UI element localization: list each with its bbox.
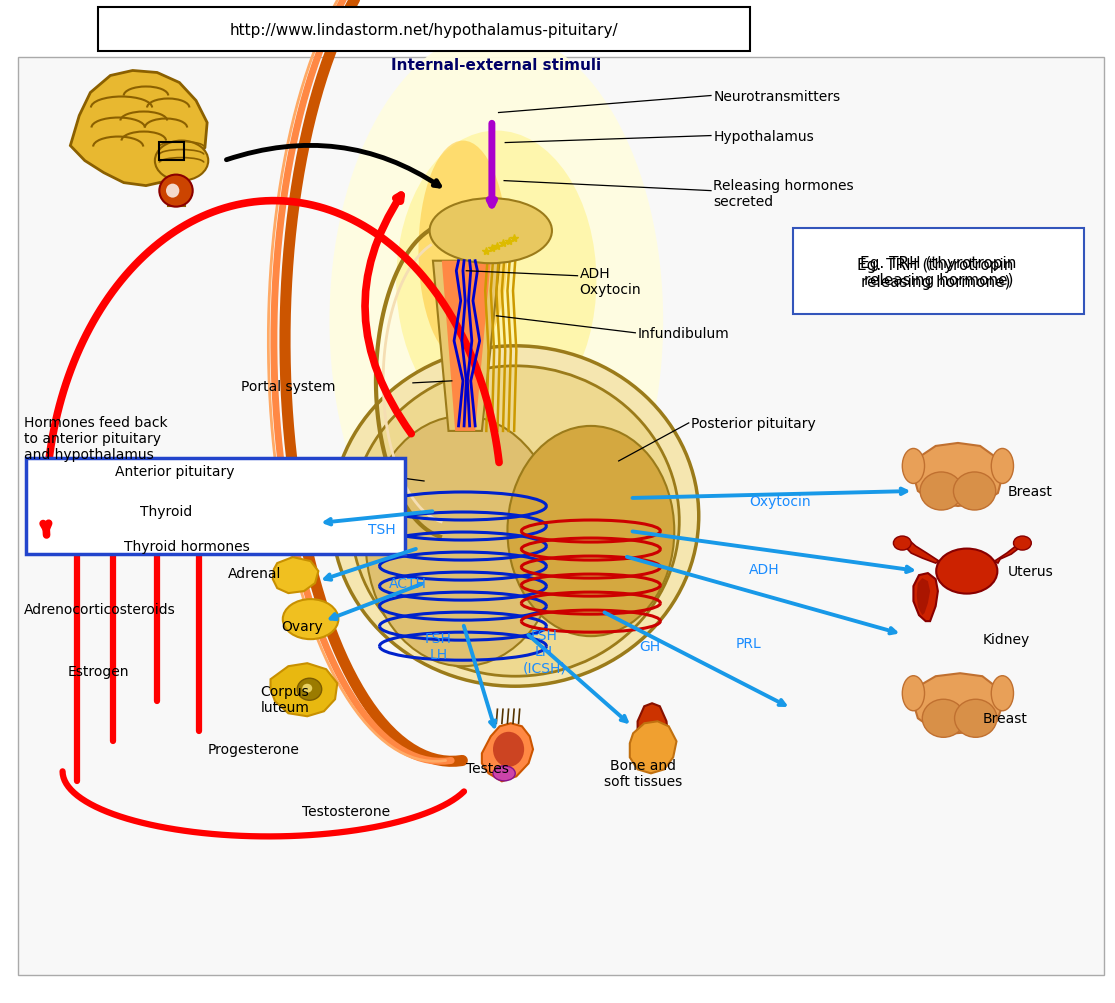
Polygon shape: [913, 443, 1002, 507]
Text: Adrenocorticosteroids: Adrenocorticosteroids: [23, 603, 175, 617]
Ellipse shape: [418, 141, 507, 361]
Ellipse shape: [954, 699, 997, 737]
Ellipse shape: [922, 699, 964, 737]
Text: Releasing hormones
secreted: Releasing hormones secreted: [714, 179, 854, 209]
Text: Infundibulum: Infundibulum: [638, 326, 729, 340]
Text: FSH
LH: FSH LH: [425, 632, 452, 662]
Ellipse shape: [351, 366, 679, 677]
Ellipse shape: [298, 679, 322, 700]
Text: GH: GH: [639, 640, 660, 654]
Polygon shape: [271, 664, 337, 716]
Ellipse shape: [493, 766, 515, 781]
Polygon shape: [213, 497, 246, 533]
Ellipse shape: [155, 141, 209, 182]
Ellipse shape: [953, 472, 996, 511]
Text: Eg. TRH (thyrotropin
releasing hormone): Eg. TRH (thyrotropin releasing hormone): [861, 256, 1017, 288]
Polygon shape: [904, 540, 939, 564]
Polygon shape: [168, 182, 185, 207]
Ellipse shape: [493, 732, 524, 767]
Text: Internal-external stimuli: Internal-external stimuli: [391, 58, 601, 73]
Polygon shape: [442, 262, 491, 431]
Ellipse shape: [902, 449, 924, 484]
Text: http://www.lindastorm.net/hypothalamus-pituitary/: http://www.lindastorm.net/hypothalamus-p…: [230, 23, 619, 38]
Ellipse shape: [507, 426, 675, 637]
Polygon shape: [433, 262, 500, 431]
Ellipse shape: [1014, 537, 1031, 551]
Polygon shape: [917, 579, 930, 616]
Text: ADH: ADH: [749, 563, 779, 577]
Text: Neurotransmitters: Neurotransmitters: [714, 89, 841, 103]
Ellipse shape: [366, 416, 560, 667]
Text: Estrogen: Estrogen: [68, 665, 129, 679]
Ellipse shape: [396, 131, 597, 431]
Text: Ovary: Ovary: [281, 620, 322, 634]
Ellipse shape: [902, 676, 924, 711]
Text: FSH
LH
(ICSH): FSH LH (ICSH): [522, 628, 566, 675]
Ellipse shape: [302, 684, 312, 693]
Ellipse shape: [206, 525, 220, 534]
Text: Testes: Testes: [466, 761, 508, 775]
FancyBboxPatch shape: [18, 58, 1104, 975]
Polygon shape: [482, 723, 533, 781]
Text: PRL: PRL: [736, 637, 762, 651]
Polygon shape: [70, 71, 207, 187]
Ellipse shape: [991, 676, 1014, 711]
Text: ACTH: ACTH: [388, 577, 426, 591]
Polygon shape: [913, 674, 1002, 733]
Ellipse shape: [991, 449, 1014, 484]
Text: Breast: Breast: [1008, 484, 1053, 498]
Ellipse shape: [332, 346, 699, 686]
Text: Anterior pituitary: Anterior pituitary: [116, 464, 235, 478]
Ellipse shape: [937, 549, 998, 594]
Text: Testosterone: Testosterone: [302, 804, 390, 818]
Text: Eg. TRH (thyrotropin
releasing hormone): Eg. TRH (thyrotropin releasing hormone): [857, 257, 1014, 290]
FancyBboxPatch shape: [793, 229, 1084, 315]
Text: Uterus: Uterus: [1008, 565, 1054, 579]
Polygon shape: [995, 542, 1020, 564]
Ellipse shape: [283, 600, 338, 640]
Text: Hormones feed back
to anterior pituitary
and hypothalamus: Hormones feed back to anterior pituitary…: [23, 415, 167, 461]
Text: Corpus
luteum: Corpus luteum: [261, 684, 310, 714]
Ellipse shape: [166, 185, 180, 199]
Ellipse shape: [159, 176, 193, 208]
Ellipse shape: [429, 199, 552, 264]
Text: ADH
Oxytocin: ADH Oxytocin: [580, 267, 641, 297]
FancyBboxPatch shape: [26, 458, 405, 555]
Text: Breast: Breast: [982, 711, 1027, 725]
Ellipse shape: [920, 472, 962, 511]
Polygon shape: [630, 721, 677, 773]
Text: Hypothalamus: Hypothalamus: [714, 129, 814, 143]
Polygon shape: [638, 703, 669, 761]
Text: Kidney: Kidney: [982, 633, 1029, 647]
Text: Adrenal: Adrenal: [229, 567, 282, 581]
Text: Portal system: Portal system: [241, 379, 334, 393]
Polygon shape: [913, 574, 938, 622]
Ellipse shape: [330, 31, 663, 612]
Text: Bone and
soft tissues: Bone and soft tissues: [604, 758, 682, 788]
Text: Thyroid: Thyroid: [139, 505, 192, 519]
Polygon shape: [180, 497, 215, 534]
FancyBboxPatch shape: [98, 8, 750, 52]
Text: Progesterone: Progesterone: [207, 742, 299, 756]
Text: Thyroid hormones: Thyroid hormones: [124, 540, 250, 554]
Text: Posterior pituitary: Posterior pituitary: [691, 416, 816, 430]
Text: Oxytocin: Oxytocin: [749, 494, 811, 509]
Polygon shape: [273, 558, 319, 594]
Ellipse shape: [893, 537, 911, 551]
Text: TSH: TSH: [368, 523, 396, 537]
